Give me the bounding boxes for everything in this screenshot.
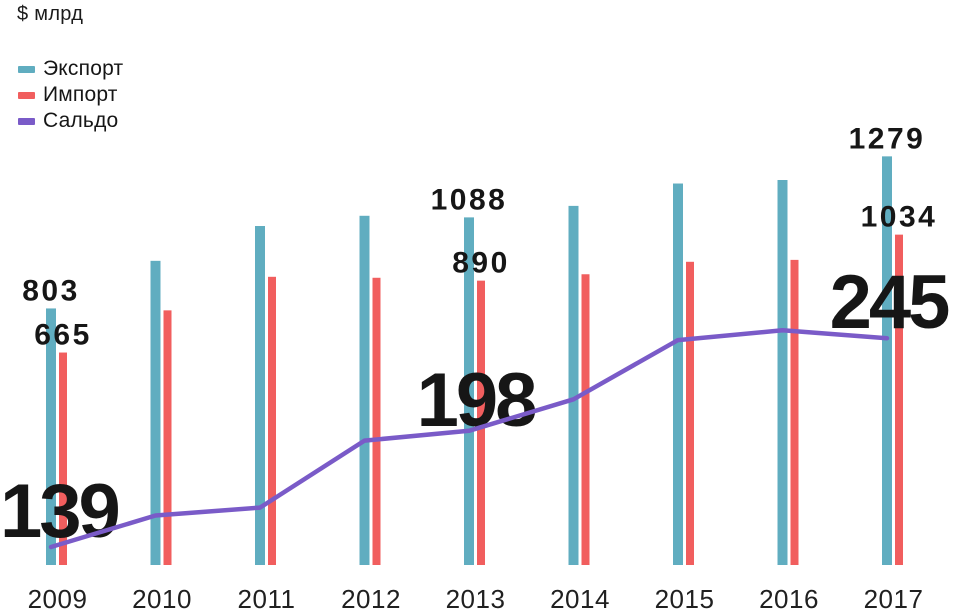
import-value-label-2013: 890 [452,247,510,280]
legend-item-balance: Сальдо [18,108,123,134]
x-axis-label-2013: 2013 [446,584,506,614]
bar-import-2011 [268,276,276,565]
bar-import-2009 [59,352,67,565]
bar-export-2009 [46,308,56,565]
export-value-label-2017: 1279 [849,122,926,155]
chart-units-title: $ млрд [17,3,84,25]
bar-export-2014 [568,205,579,565]
legend-label-balance: Сальдо [43,109,119,132]
balance-value-label-2009: 139 [0,469,119,554]
import-value-label-2017: 1034 [861,201,938,234]
bar-export-2015 [673,183,683,565]
bar-export-2011 [255,226,265,565]
bar-import-2012 [372,277,381,565]
export-value-label-2013: 1088 [431,183,508,216]
legend-item-export: Экспорт [18,56,123,82]
x-axis-label-2016: 2016 [759,584,819,614]
export-swatch-icon [18,65,35,73]
x-axis-label-2012: 2012 [341,584,401,614]
legend-item-import: Импорт [18,82,123,108]
bar-export-2017 [882,156,892,565]
x-axis-label-2010: 2010 [132,584,192,614]
x-axis-label-2011: 2011 [238,584,296,614]
bar-import-2015 [686,261,694,565]
export-value-label-2009: 803 [22,274,80,307]
legend-label-export: Экспорт [43,57,124,80]
bar-import-2010 [163,310,172,565]
x-axis-label-2015: 2015 [655,584,715,614]
chart-legend: Экспорт Импорт Сальдо [18,56,123,134]
x-axis-label-2009: 2009 [28,584,88,614]
balance-line [48,328,890,550]
bar-export-2012 [359,215,370,565]
balance-swatch-icon [18,117,35,125]
bar-export-2010 [150,260,161,565]
import-swatch-icon [18,91,35,99]
bar-export-2016 [777,180,788,565]
x-axis-label-2017: 2017 [864,584,924,614]
legend-label-import: Импорт [43,83,118,106]
bar-import-2014 [581,274,590,565]
bar-import-2013 [477,280,485,565]
x-axis-label-2014: 2014 [550,584,610,614]
bar-import-2017 [895,234,903,565]
bar-export-2013 [464,217,474,565]
balance-value-label-2017: 245 [830,260,950,345]
bar-import-2016 [790,259,799,565]
import-value-label-2009: 665 [34,319,92,352]
